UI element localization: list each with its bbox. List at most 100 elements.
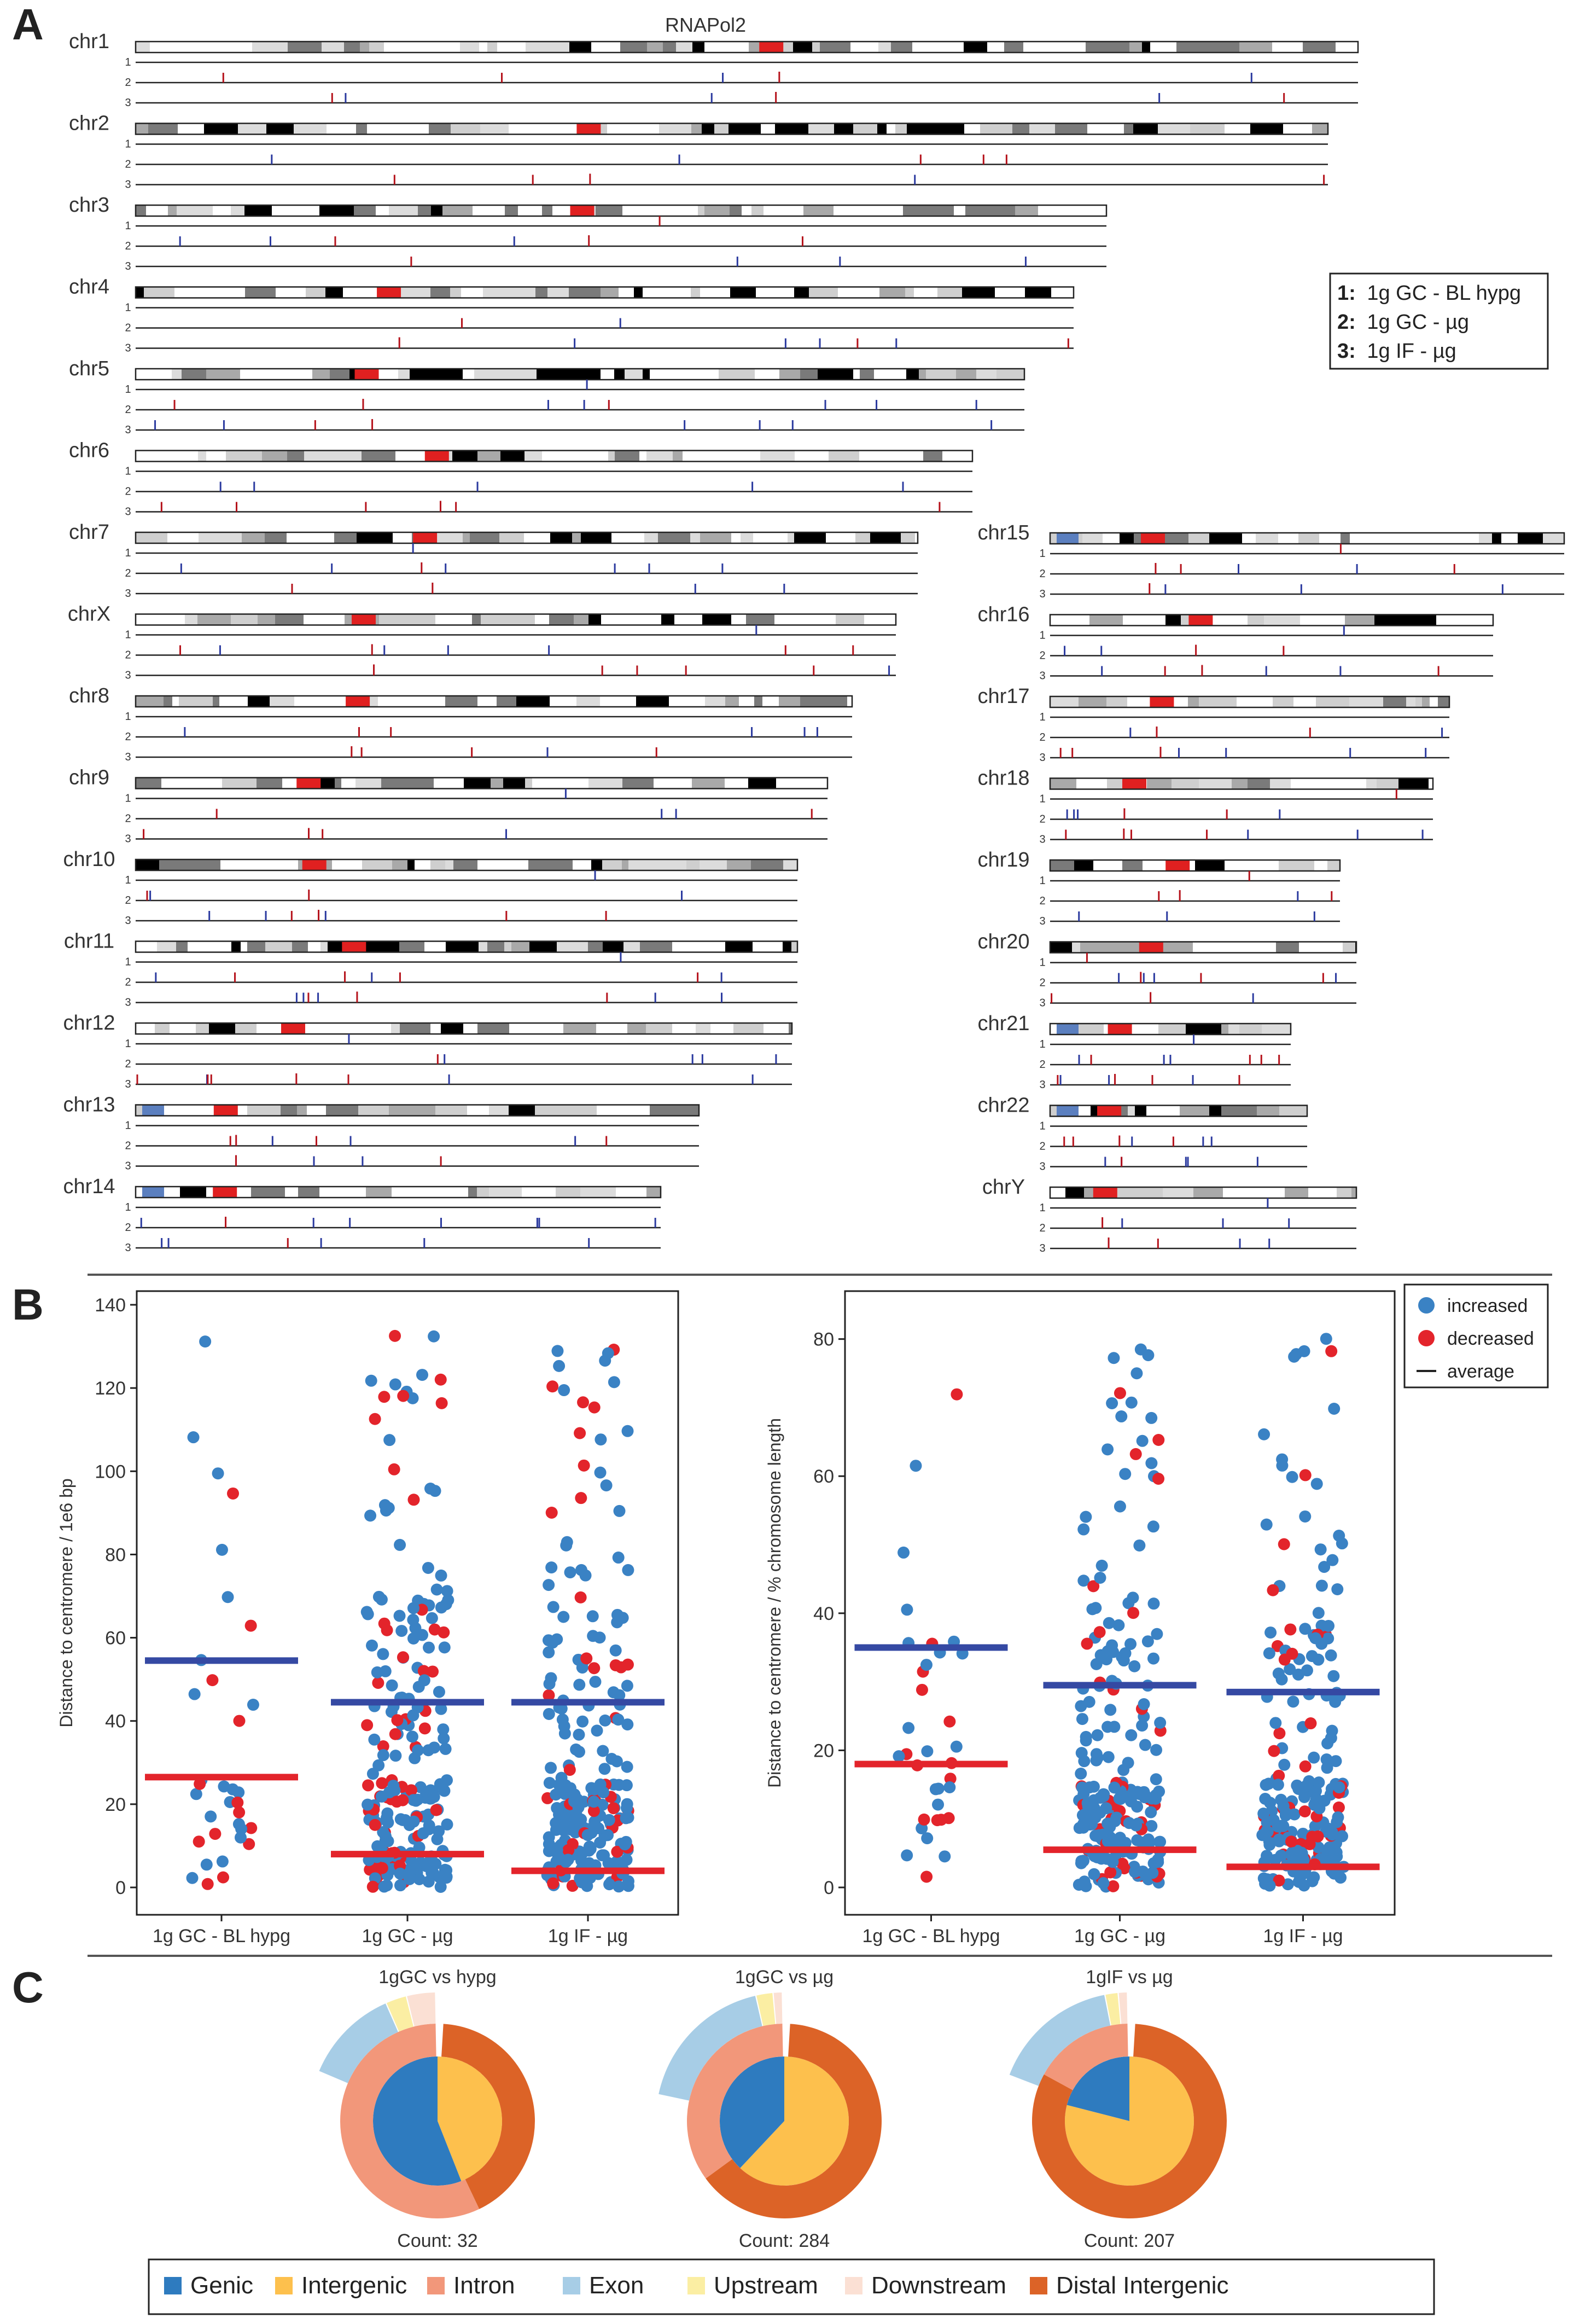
point-increased [418, 1674, 430, 1687]
donut-count: Count: 284 [739, 2230, 830, 2251]
cytoband [1116, 1187, 1134, 1198]
cytoband [661, 614, 674, 625]
cytoband [834, 123, 853, 135]
cytoband [962, 287, 995, 298]
cytoband [672, 1023, 696, 1034]
cytoband [334, 532, 357, 543]
point-increased [1108, 1352, 1120, 1364]
point-increased [407, 1602, 419, 1614]
chromosome-label-chr3: chr3 [69, 194, 109, 217]
cytoband [684, 614, 702, 625]
cytoband [850, 42, 859, 53]
cytoband [1283, 123, 1312, 135]
cytoband [1080, 614, 1089, 626]
point-decreased [1093, 1626, 1106, 1639]
cytoband [574, 450, 586, 462]
centromere [424, 450, 449, 462]
point-increased [1284, 1663, 1296, 1676]
cytoband [1124, 123, 1133, 135]
cytoband [257, 369, 278, 380]
cytoband [524, 450, 532, 462]
cytoband [198, 450, 206, 462]
points-1 [360, 1329, 454, 1893]
point-increased [382, 1816, 394, 1829]
track-label: 2 [1039, 650, 1045, 662]
cytoband [1320, 778, 1338, 789]
point-decreased [935, 1814, 947, 1826]
cytoband [319, 205, 354, 216]
track-label: 3 [1039, 752, 1045, 764]
cytoband [332, 859, 362, 870]
cytoband [378, 696, 386, 707]
point-increased [1306, 1875, 1319, 1887]
plot-b1: 0 20 40 60 80 100 120 140 Distance to centromere… [56, 1290, 679, 1947]
cytoband [1106, 696, 1127, 707]
cytoband [751, 859, 783, 870]
cytoband [379, 614, 411, 625]
centromere [1188, 614, 1213, 626]
cytoband [860, 369, 874, 380]
cytoband [1072, 942, 1080, 953]
x-tick-label: 1g IF - µg [548, 1926, 628, 1947]
cytoband [535, 287, 547, 298]
point-increased [545, 1762, 557, 1774]
point-increased [558, 1384, 570, 1397]
slice-genic [720, 2056, 784, 2169]
cytoband [206, 369, 240, 380]
cytoband [463, 369, 474, 380]
centromere [1150, 696, 1174, 707]
point-decreased [389, 1329, 401, 1342]
cytoband [568, 369, 601, 380]
ideogram-outline [1049, 777, 1434, 790]
point-decreased [366, 1880, 379, 1893]
point-increased [1145, 1820, 1158, 1832]
svg-text:1: 1g GC - BL hypg: 1: 1g GC - BL hypg [1337, 282, 1521, 305]
cytoband [764, 1023, 789, 1034]
point-increased [1152, 1854, 1164, 1866]
centromere [1141, 533, 1165, 544]
point-increased [1094, 1572, 1106, 1584]
point-increased [1083, 1781, 1096, 1794]
cytoband [1055, 123, 1087, 135]
point-increased [1290, 1348, 1303, 1361]
ideogram-outline [135, 531, 919, 544]
cytoband [591, 859, 602, 870]
cytoband [408, 777, 434, 789]
track-label: 3 [1039, 1161, 1045, 1173]
cytoband [924, 205, 954, 216]
chromosome-chr11: chr11 1 2 3 [64, 930, 799, 1009]
point-increased [898, 1546, 910, 1559]
cytoband [710, 1023, 733, 1034]
point-increased [368, 1733, 381, 1746]
cytoband [308, 941, 320, 952]
point-decreased [943, 1715, 956, 1728]
point-decreased [217, 1871, 229, 1884]
cytoband [136, 42, 150, 53]
point-increased [205, 1810, 217, 1823]
x-tick-label: 1g GC - µg [362, 1926, 453, 1947]
cytoband [497, 696, 508, 707]
point-decreased [566, 1880, 579, 1892]
point-increased [613, 1504, 626, 1517]
point-increased [1308, 1751, 1320, 1764]
point-increased [621, 1761, 633, 1773]
cytoband [463, 1023, 477, 1034]
point-decreased [1332, 1801, 1345, 1814]
cytoband [1257, 1105, 1279, 1117]
chromosome-chrX: chrX 1 2 3 [68, 603, 897, 682]
point-increased [1145, 1792, 1158, 1805]
cytoband [180, 1187, 206, 1198]
cytoband [847, 696, 852, 707]
cytoband [1458, 533, 1479, 544]
cytoband [136, 696, 164, 707]
cytoband [325, 287, 343, 298]
track-label: 3 [125, 751, 131, 763]
cytoband [520, 1023, 550, 1034]
cytoband [1180, 1105, 1209, 1117]
point-decreased [194, 1777, 206, 1790]
track-label: 2 [125, 813, 131, 825]
cytoband [409, 1187, 441, 1198]
cytoband [686, 369, 719, 380]
cytoband [597, 1105, 613, 1116]
point-decreased [1107, 1880, 1120, 1892]
